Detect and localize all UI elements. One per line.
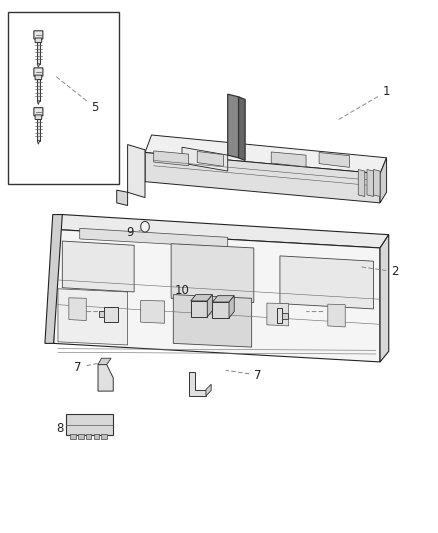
Polygon shape [319,152,350,167]
Polygon shape [69,298,86,320]
Polygon shape [374,169,380,197]
Polygon shape [207,295,212,317]
Polygon shape [229,296,234,318]
Polygon shape [280,256,374,309]
Polygon shape [380,158,387,203]
Polygon shape [197,151,223,166]
Text: 8: 8 [57,421,84,435]
Bar [94,434,99,439]
Polygon shape [188,372,206,396]
FancyBboxPatch shape [35,115,42,119]
Polygon shape [171,244,254,303]
FancyBboxPatch shape [34,68,43,76]
Bar [37,119,40,141]
Polygon shape [191,301,207,317]
Polygon shape [380,235,389,362]
Polygon shape [282,313,287,319]
Polygon shape [173,295,252,347]
Polygon shape [145,152,380,203]
Bar [8,12,119,184]
Polygon shape [58,289,127,345]
Polygon shape [358,169,365,197]
Polygon shape [37,141,40,144]
Polygon shape [117,190,127,206]
Polygon shape [37,101,40,104]
Bar [78,434,84,439]
Bar [102,434,107,439]
Bar [86,434,92,439]
Polygon shape [277,309,282,323]
Polygon shape [53,215,389,248]
Polygon shape [271,152,306,167]
FancyBboxPatch shape [34,31,43,39]
Bar [37,79,40,101]
Polygon shape [141,301,165,323]
FancyBboxPatch shape [35,38,42,43]
Polygon shape [367,169,374,197]
Polygon shape [182,147,228,171]
Polygon shape [37,64,40,67]
Polygon shape [80,228,228,247]
Bar [66,415,113,434]
Polygon shape [154,151,188,166]
Text: 7: 7 [226,369,262,382]
Polygon shape [127,144,145,198]
Polygon shape [98,358,111,365]
FancyBboxPatch shape [35,75,42,80]
Text: 1: 1 [339,85,390,119]
Text: 2: 2 [361,265,399,278]
Text: 10: 10 [175,284,197,297]
Text: 7: 7 [74,361,103,374]
Text: 5: 5 [56,76,99,114]
Polygon shape [212,302,229,318]
Polygon shape [53,229,380,362]
FancyBboxPatch shape [34,108,43,116]
Polygon shape [212,296,234,302]
Polygon shape [206,384,211,396]
Polygon shape [104,307,118,321]
Bar [70,434,76,439]
Polygon shape [239,97,245,160]
Polygon shape [267,303,289,326]
Text: 9: 9 [126,225,149,239]
Text: 6: 6 [307,305,336,318]
Polygon shape [98,365,113,391]
Polygon shape [145,135,387,174]
Text: 4: 4 [74,305,103,318]
Polygon shape [228,94,239,158]
Polygon shape [328,304,345,327]
Polygon shape [45,215,62,343]
Circle shape [141,221,149,232]
Polygon shape [99,311,104,317]
Bar [37,42,40,64]
Polygon shape [62,241,134,292]
Polygon shape [191,295,212,301]
